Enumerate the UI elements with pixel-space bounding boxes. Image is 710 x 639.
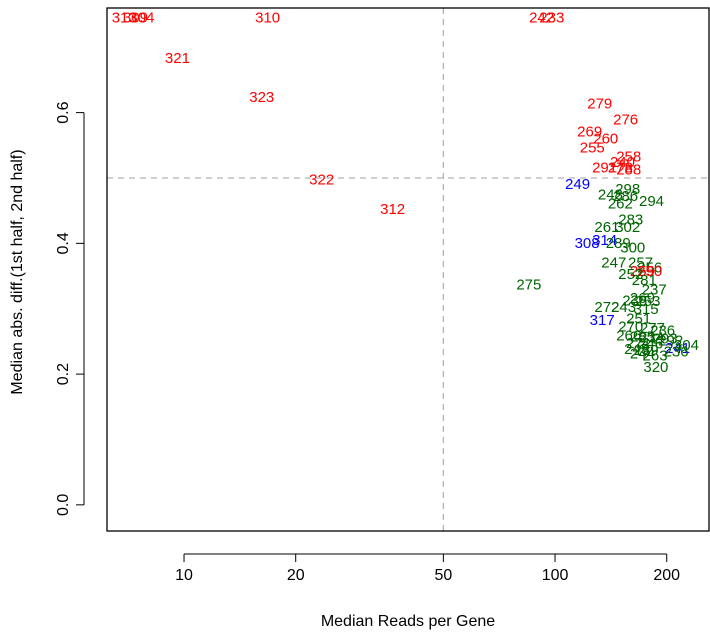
point-label: 236 xyxy=(664,343,689,360)
point-label: 261 xyxy=(594,219,619,236)
point-label: 320 xyxy=(643,359,668,376)
point-label: 304 xyxy=(674,337,699,354)
point-label: 281 xyxy=(632,272,657,289)
point-label: 260 xyxy=(593,130,618,147)
x-axis-title: Median Reads per Gene xyxy=(321,613,495,630)
point-label: 241 xyxy=(665,340,690,357)
point-label: 239 xyxy=(634,342,659,359)
point-label: 245 xyxy=(624,341,649,358)
point-label: 278 xyxy=(608,160,633,177)
point-label: 259 xyxy=(630,263,655,280)
x-tick-label: 10 xyxy=(175,567,193,584)
point-label: 257 xyxy=(628,254,653,271)
point-label: 279 xyxy=(587,96,612,113)
point-label: 249 xyxy=(565,176,590,193)
point-label: 302 xyxy=(615,219,640,236)
x-tick-label: 200 xyxy=(653,567,680,584)
point-label: 269 xyxy=(577,124,602,141)
point-label: 277 xyxy=(640,320,665,337)
point-label: 286 xyxy=(613,188,638,205)
point-label: 275 xyxy=(516,277,541,294)
point-label: 321 xyxy=(165,50,190,67)
point-label: 322 xyxy=(309,171,334,188)
point-label: 310 xyxy=(255,9,280,26)
y-tick-label: 0.4 xyxy=(55,232,72,254)
point-label: 293 xyxy=(653,330,678,347)
point-label: 253 xyxy=(635,293,660,310)
point-label: 270 xyxy=(618,319,643,336)
point-label: 317 xyxy=(590,312,615,329)
point-label: 262 xyxy=(608,196,633,213)
point-label: 272 xyxy=(594,299,619,316)
point-label: 246 xyxy=(638,336,663,353)
y-axis-title: Median abs. diff.(1st half, 2nd half) xyxy=(9,149,26,394)
point-label: 271 xyxy=(626,335,651,352)
point-label: 315 xyxy=(634,301,659,318)
point-label: 244 xyxy=(630,345,655,362)
point-label: 308 xyxy=(575,235,600,252)
x-tick-label: 50 xyxy=(434,567,452,584)
x-axis: 10 20 50 100 200 xyxy=(175,553,680,584)
point-label: 314 xyxy=(592,232,617,249)
y-tick-label: 0.2 xyxy=(55,363,72,385)
point-label: 252 xyxy=(618,266,643,283)
point-label: 276 xyxy=(613,111,638,128)
point-label: 258 xyxy=(616,149,641,166)
point-label: 263 xyxy=(643,347,668,364)
point-label: 243 xyxy=(611,299,636,316)
point-label: 255 xyxy=(580,139,605,156)
point-label: 292 xyxy=(658,332,683,349)
point-label: 289 xyxy=(606,235,631,252)
point-label: 312 xyxy=(380,201,405,218)
y-axis: 0.0 0.2 0.4 0.6 xyxy=(55,101,85,516)
plot-frame xyxy=(106,7,710,532)
point-label: 250 xyxy=(637,263,662,280)
x-tick-label: 20 xyxy=(287,567,305,584)
point-label: 266 xyxy=(616,328,641,345)
point-label: 285 xyxy=(630,328,655,345)
point-label: 251 xyxy=(626,311,651,328)
point-label: 294 xyxy=(639,193,664,210)
point-label: 288 xyxy=(616,162,641,179)
point-label: 247 xyxy=(601,254,626,271)
point-label: 237 xyxy=(642,281,667,298)
point-label: 234 xyxy=(639,330,664,347)
y-tick-label: 0.6 xyxy=(55,101,72,123)
reference-lines xyxy=(107,8,709,531)
point-label: 233 xyxy=(539,9,564,26)
point-label: 291 xyxy=(592,160,617,177)
point-label: 256 xyxy=(637,260,662,277)
point-label: 242 xyxy=(529,9,554,26)
y-tick-label: 0.0 xyxy=(55,494,72,516)
point-label: 236 xyxy=(650,322,675,339)
point-label: 269 xyxy=(630,290,655,307)
point-label: 313 xyxy=(112,9,137,26)
point-label: 240 xyxy=(610,154,635,171)
point-label: 304 xyxy=(129,9,154,26)
point-label: 298 xyxy=(615,181,640,198)
point-label: 238 xyxy=(622,292,647,309)
point-label: 300 xyxy=(620,239,645,256)
point-label: 248 xyxy=(598,186,623,203)
point-label: 283 xyxy=(618,211,643,228)
point-label: 323 xyxy=(249,89,274,106)
x-tick-label: 100 xyxy=(542,567,569,584)
point-label: 309 xyxy=(123,9,148,26)
